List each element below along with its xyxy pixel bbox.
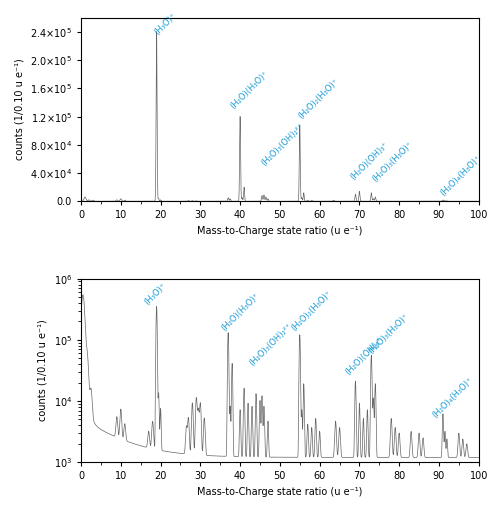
Text: (H₂O)₃(H₃O)⁺: (H₂O)₃(H₃O)⁺ bbox=[371, 140, 415, 184]
Text: (H₂O)₃(H₃O)⁺: (H₂O)₃(H₃O)⁺ bbox=[367, 312, 411, 356]
Text: (H₃O)⁺: (H₃O)⁺ bbox=[142, 281, 168, 306]
Text: (H₂O)₄(H₃O)⁺: (H₂O)₄(H₃O)⁺ bbox=[438, 153, 483, 197]
Text: (H₂O)(H₃O)⁺: (H₂O)(H₃O)⁺ bbox=[220, 291, 262, 333]
Y-axis label: counts (1/0.10 u e⁻¹): counts (1/0.10 u e⁻¹) bbox=[14, 59, 24, 161]
X-axis label: Mass-to-Charge state ratio (u e⁻¹): Mass-to-Charge state ratio (u e⁻¹) bbox=[197, 487, 362, 497]
Text: (H₂O)(H₃O)⁺: (H₂O)(H₃O)⁺ bbox=[229, 69, 271, 111]
Text: (H₂O)₂(H₃O)⁺: (H₂O)₂(H₃O)⁺ bbox=[289, 289, 333, 333]
Text: (H₂O)(OH)₃⁺: (H₂O)(OH)₃⁺ bbox=[349, 140, 391, 182]
X-axis label: Mass-to-Charge state ratio (u e⁻¹): Mass-to-Charge state ratio (u e⁻¹) bbox=[197, 226, 362, 236]
Text: (H₂O)₃(OH)₂²⁺: (H₂O)₃(OH)₂²⁺ bbox=[247, 322, 294, 368]
Text: (H₂O)(OH)₃⁺: (H₂O)(OH)₃⁺ bbox=[343, 335, 385, 377]
Text: (H₃O)⁺: (H₃O)⁺ bbox=[152, 11, 178, 37]
Text: (H₂O)₂(H₃O)⁺: (H₂O)₂(H₃O)⁺ bbox=[297, 76, 341, 120]
Text: (H₂O)₄(H₃O)⁺: (H₂O)₄(H₃O)⁺ bbox=[431, 375, 475, 420]
Y-axis label: counts (1/0.10 u e⁻¹): counts (1/0.10 u e⁻¹) bbox=[38, 320, 48, 421]
Text: (H₂O)₃(OH)₂²⁺: (H₂O)₃(OH)₂²⁺ bbox=[260, 121, 306, 168]
